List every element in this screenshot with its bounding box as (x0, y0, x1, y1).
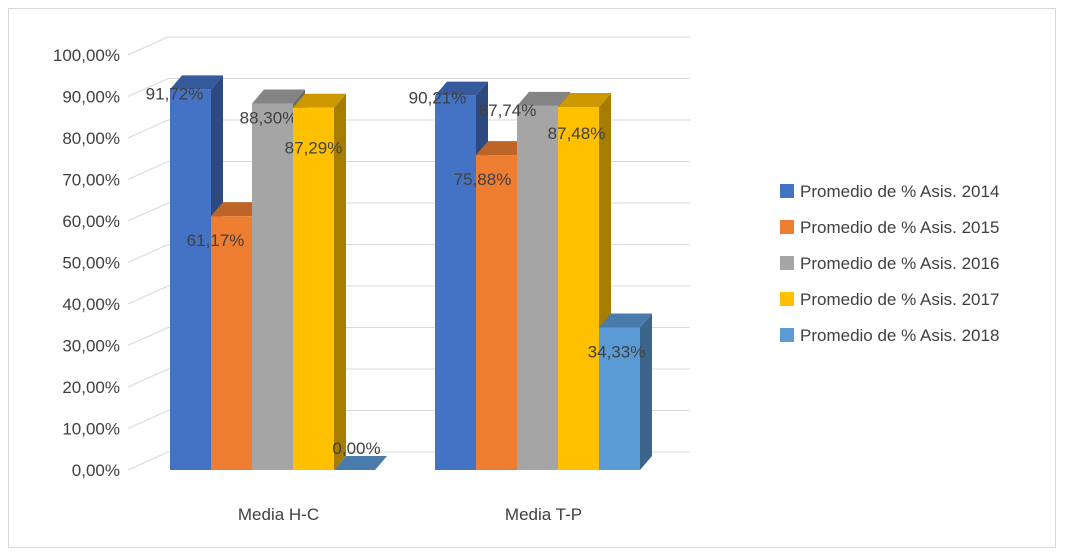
bar (252, 103, 293, 471)
gridline-depth (127, 451, 169, 471)
legend-swatch (780, 328, 794, 342)
y-tick-label: 0,00% (72, 461, 120, 480)
data-label: 88,30% (240, 109, 298, 128)
bar (293, 107, 334, 471)
bar-top (293, 93, 346, 108)
legend-swatch (780, 256, 794, 270)
bar-top (558, 92, 611, 107)
bar-top (599, 313, 652, 328)
legend-swatch (780, 292, 794, 306)
y-tick-label: 10,00% (62, 420, 120, 439)
bar (435, 95, 476, 470)
data-label: 87,29% (285, 139, 343, 158)
bar-side (640, 313, 652, 470)
bar-side (334, 93, 346, 471)
bar-top (170, 75, 223, 90)
legend-label: Promedio de % Asis. 2015 (800, 218, 999, 237)
y-tick-label: 80,00% (62, 129, 120, 148)
y-tick-label: 50,00% (62, 254, 120, 273)
y-tick-label: 70,00% (62, 171, 120, 190)
data-label: 34,33% (588, 343, 646, 362)
y-tick-label: 40,00% (62, 295, 120, 314)
gridline-depth (127, 285, 169, 305)
bar-top (252, 89, 305, 104)
bar (170, 89, 211, 470)
bar-top (476, 141, 529, 156)
bar (599, 327, 640, 470)
bar (558, 106, 599, 470)
legend-swatch (780, 184, 794, 198)
data-label: 61,17% (187, 231, 245, 250)
legend-swatch (780, 220, 794, 234)
gridline-depth (127, 327, 169, 346)
gridline-depth (127, 410, 169, 429)
y-tick-label: 30,00% (62, 337, 120, 356)
data-label: 75,88% (454, 170, 512, 189)
data-label: 87,48% (548, 124, 606, 143)
gridline-depth (127, 119, 169, 139)
x-category-label: Media T-P (505, 505, 582, 524)
y-tick-label: 60,00% (62, 212, 120, 231)
gridline-depth (127, 368, 169, 388)
gridline-depth (127, 78, 169, 97)
legend-label: Promedio de % Asis. 2016 (800, 254, 999, 273)
gridline-depth (127, 161, 169, 180)
legend-label: Promedio de % Asis. 2018 (800, 326, 999, 345)
gridline-depth (127, 36, 169, 56)
bar (517, 105, 558, 470)
bar-top (211, 202, 264, 217)
bar-top (517, 91, 570, 106)
bar (211, 216, 252, 470)
legend-label: Promedio de % Asis. 2017 (800, 290, 999, 309)
gridline-depth (127, 244, 169, 263)
gridline-depth (127, 202, 169, 222)
x-category-label: Media H-C (238, 505, 319, 524)
data-label: 0,00% (332, 439, 380, 458)
legend-label: Promedio de % Asis. 2014 (800, 182, 999, 201)
bar (476, 155, 517, 470)
y-tick-label: 90,00% (62, 88, 120, 107)
data-label: 90,21% (409, 89, 467, 108)
y-tick-label: 20,00% (62, 378, 120, 397)
y-tick-label: 100,00% (53, 46, 120, 65)
bar-top (334, 456, 387, 470)
data-label: 87,74% (479, 101, 537, 120)
data-label: 91,72% (146, 84, 204, 103)
bar-top (435, 81, 488, 96)
